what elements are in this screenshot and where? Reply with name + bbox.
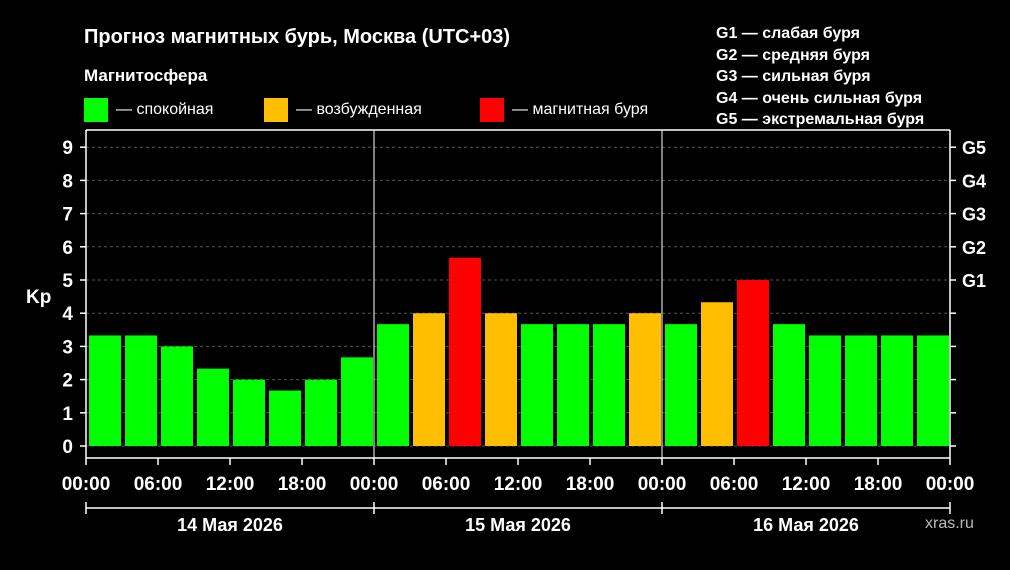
x-tick-label: 18:00 — [278, 474, 327, 495]
kp-bar — [557, 324, 589, 446]
legend-item-calm: — спокойная — [84, 98, 213, 122]
kp-bar — [197, 368, 229, 446]
day-label: 14 Мая 2026 — [177, 515, 283, 535]
chart-subtitle: Магнитосфера — [84, 66, 208, 85]
y-tick-label: 6 — [62, 238, 73, 259]
day-label: 15 Мая 2026 — [465, 515, 571, 535]
g-legend-g1: G1 — слабая буря — [716, 25, 861, 42]
kp-bar — [449, 257, 481, 446]
legend-item-excited: — возбужденная — [264, 98, 422, 122]
x-tick-label: 12:00 — [206, 474, 255, 495]
kp-bar — [233, 379, 265, 446]
y-tick-label: 9 — [62, 138, 73, 159]
y-tick-label: 4 — [62, 304, 73, 325]
x-tick-label: 12:00 — [782, 474, 831, 495]
legend-swatch-storm — [480, 98, 504, 122]
x-tick-label: 18:00 — [566, 474, 615, 495]
kp-bar — [161, 346, 193, 446]
x-tick-label: 00:00 — [638, 474, 687, 495]
kp-bar — [521, 324, 553, 446]
x-tick-label: 00:00 — [926, 474, 975, 495]
x-tick-label: 00:00 — [350, 474, 399, 495]
y-tick-label: 1 — [62, 404, 73, 425]
kp-bar — [305, 379, 337, 446]
legend-label-calm: — спокойная — [116, 101, 214, 118]
g-legend-g4: G4 — очень сильная буря — [716, 89, 923, 107]
kp-bar — [413, 313, 445, 446]
legend-swatch-excited — [264, 98, 288, 122]
kp-bar — [701, 302, 733, 446]
watermark: xras.ru — [925, 515, 974, 532]
kp-bar — [917, 335, 949, 446]
y-tick-label: 0 — [62, 437, 73, 458]
g-scale-legend: G1 — слабая буря G2 — средняя буря G3 — … — [716, 23, 924, 131]
g-legend-g2: G2 — средняя буря — [716, 46, 870, 64]
x-tick-label: 00:00 — [62, 474, 111, 495]
legend-label-excited: — возбужденная — [296, 101, 422, 118]
kp-bar — [665, 324, 697, 446]
legend-label-storm: — магнитная буря — [512, 101, 649, 118]
g-tick-label: G4 — [962, 171, 986, 191]
kp-bar — [629, 313, 661, 446]
day-label: 16 Мая 2026 — [753, 515, 859, 535]
kp-bar — [845, 335, 877, 446]
kp-bar — [593, 324, 625, 446]
x-tick-label: 06:00 — [710, 474, 759, 495]
y-tick-label: 8 — [62, 171, 73, 192]
g-tick-label: G3 — [962, 205, 986, 225]
x-tick-label: 06:00 — [422, 474, 471, 495]
x-tick-label: 06:00 — [134, 474, 183, 495]
y-tick-label: 7 — [62, 205, 73, 226]
legend-swatch-calm — [84, 98, 108, 122]
kp-bar — [377, 324, 409, 446]
chart-title: Прогноз магнитных бурь, Москва (UTC+03) — [84, 26, 511, 48]
kp-bar — [881, 335, 913, 446]
g-legend-g5: G5 — экстремальная буря — [716, 111, 925, 128]
kp-bar — [269, 390, 301, 446]
kp-bar — [773, 324, 805, 446]
kp-bar — [485, 313, 517, 446]
kp-bar — [125, 335, 157, 446]
g-tick-label: G2 — [962, 238, 986, 258]
kp-bar — [341, 357, 373, 446]
g-tick-label: G1 — [962, 271, 986, 291]
y-tick-label: 5 — [62, 271, 73, 292]
g-legend-g3: G3 — сильная буря — [716, 68, 871, 85]
legend-item-storm: — магнитная буря — [480, 98, 648, 122]
y-tick-label: 2 — [62, 371, 73, 392]
y-tick-label: 3 — [62, 337, 73, 358]
kp-bar — [737, 280, 769, 446]
kp-bar — [809, 335, 841, 446]
x-tick-label: 12:00 — [494, 474, 543, 495]
x-tick-label: 18:00 — [854, 474, 903, 495]
kp-bar — [89, 335, 121, 446]
g-tick-label: G5 — [962, 138, 986, 158]
y-axis-label: Kp — [26, 287, 52, 308]
